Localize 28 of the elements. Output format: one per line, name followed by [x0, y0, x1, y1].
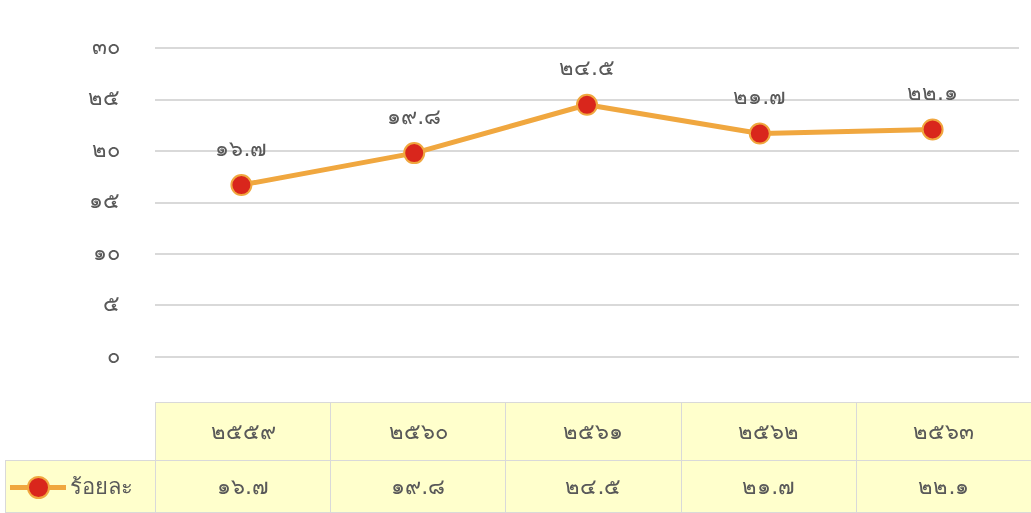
- y-tick-label: ๒๕: [88, 85, 120, 111]
- data-label: ๒๒.๑: [855, 460, 1031, 513]
- point: [403, 142, 426, 165]
- data-label: ๑๙.๘: [330, 460, 507, 513]
- text: ๒๑.๗: [733, 84, 787, 110]
- text: ๑๖.๗: [215, 135, 268, 161]
- y-tick-label: ๒๐: [92, 136, 120, 162]
- y-tick-label: ๑๐: [93, 239, 120, 265]
- y-tick-label: ๓๐: [92, 33, 120, 59]
- x-tick-label: ๒๕๕๙: [155, 402, 332, 461]
- x-tick-label: ๒๕๖๒: [680, 402, 857, 461]
- data-label: ๑๖.๗: [155, 460, 332, 513]
- y-tick-label: ๑๕: [89, 188, 120, 214]
- x-tick-label: ๒๕๖๓: [855, 402, 1031, 461]
- y-tick-label: ๕: [103, 291, 120, 317]
- x-tick-label: ๒๕๖๐: [330, 402, 507, 461]
- x-tick-label: ๒๕๖๑: [505, 402, 682, 461]
- data-label: ๒๑.๗: [680, 460, 857, 513]
- point: [230, 174, 253, 197]
- text: ๑๙.๘: [387, 103, 442, 129]
- legend-label: ร้อยละ: [70, 473, 133, 501]
- point: [576, 93, 598, 116]
- y-tick-label: ๐: [107, 342, 120, 368]
- text: ๒๔.๕: [559, 55, 615, 81]
- data-label: ๒๔.๕: [505, 460, 682, 513]
- point: [921, 118, 944, 141]
- text: ๒๒.๑: [907, 80, 959, 106]
- point: [748, 122, 771, 145]
